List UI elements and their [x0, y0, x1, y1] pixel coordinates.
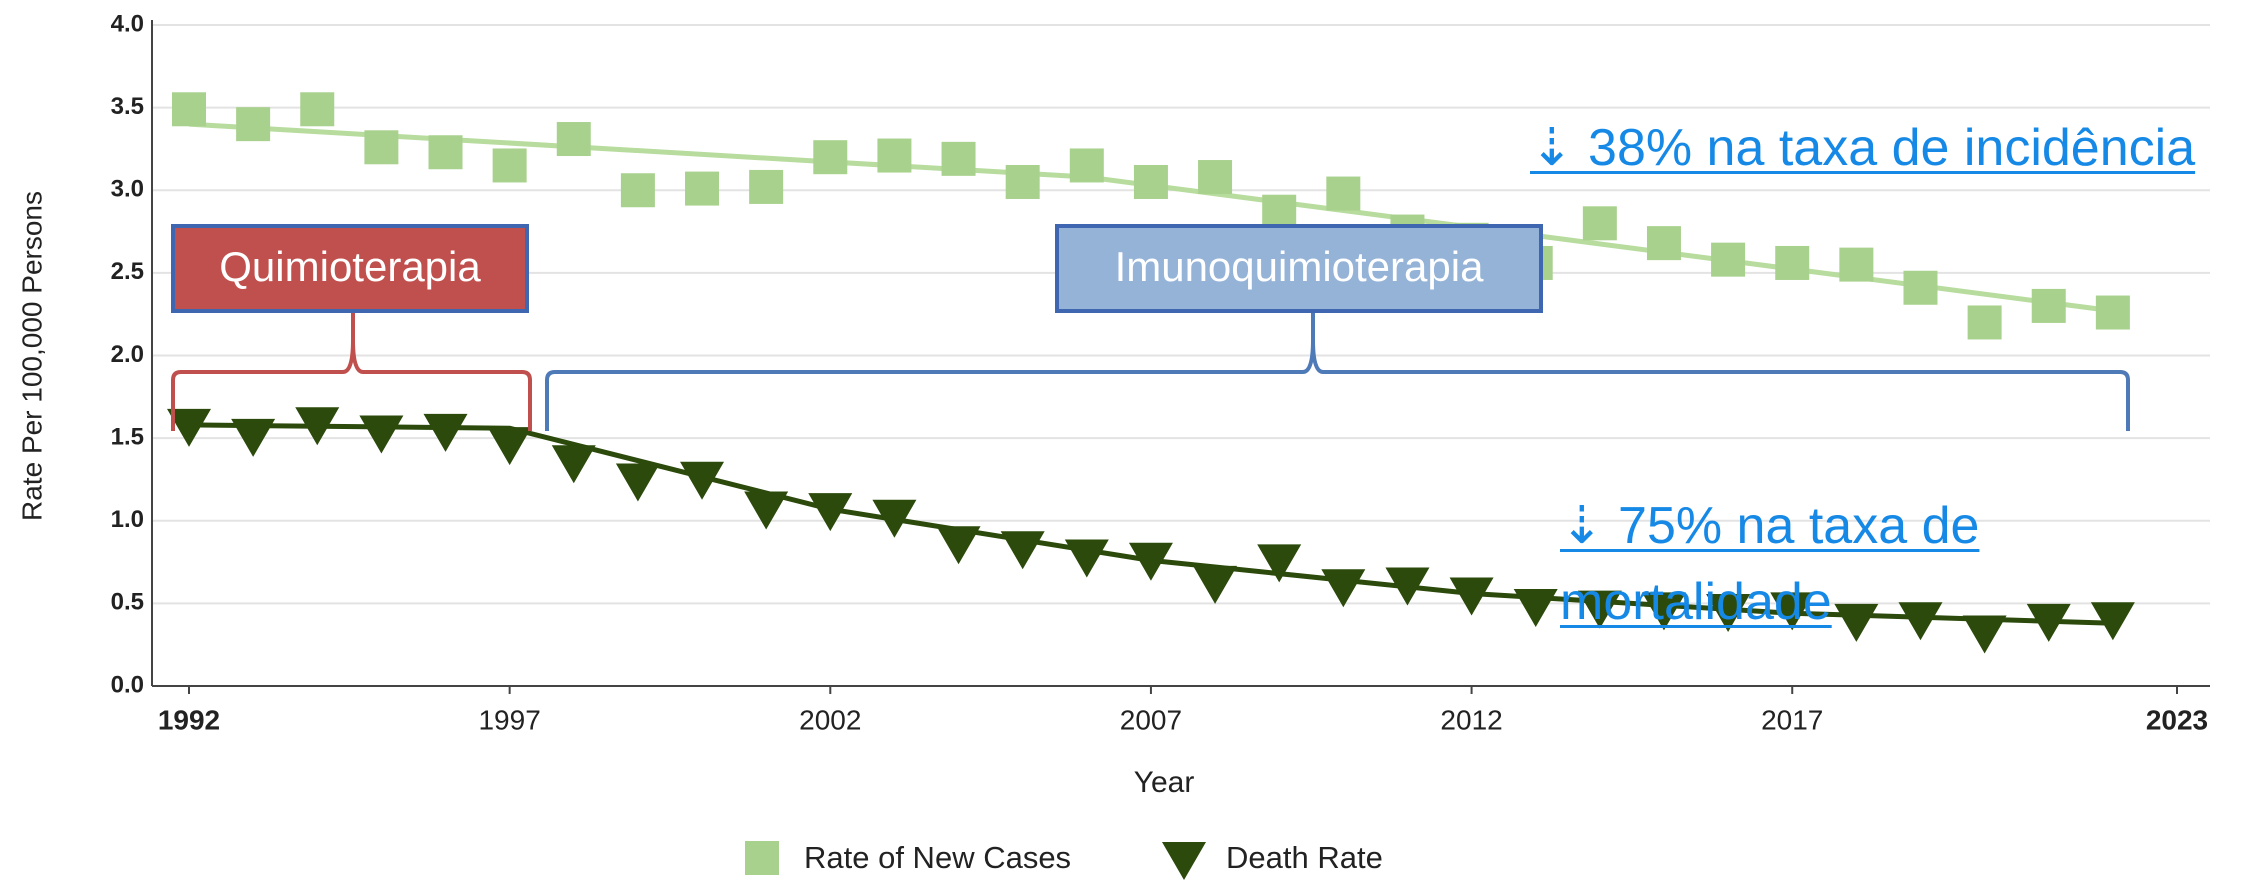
x-tick-label: 1997: [478, 704, 540, 735]
triangle-marker: [680, 461, 725, 500]
square-marker: [1775, 245, 1810, 280]
square-marker: [1903, 270, 1938, 305]
square-marker: [172, 92, 206, 127]
square-marker: [941, 141, 976, 176]
square-marker: [428, 135, 463, 170]
y-tick-label: 4.0: [111, 10, 144, 37]
y-tick-label: 1.0: [111, 506, 144, 533]
mortality-note: ⇣ 75% na taxa de mortalidade: [1560, 497, 1980, 631]
legend-label: Death Rate: [1226, 840, 1383, 875]
triangle-marker: [1385, 567, 1430, 606]
triangle-marker: [487, 427, 532, 466]
square-marker: [1711, 242, 1746, 277]
square-marker: [877, 138, 912, 173]
x-tick-label: 2023: [2146, 704, 2208, 735]
incidence-note: ⇣ 38% na taxa de incidência: [1530, 119, 2196, 177]
y-tick-label: 1.5: [111, 423, 144, 450]
square-marker: [2095, 295, 2130, 330]
square-marker: [1326, 176, 1361, 211]
triangle-marker: [872, 499, 917, 538]
triangle-marker: [1000, 531, 1045, 570]
triangle-marker: [808, 493, 853, 532]
triangle-marker: [1128, 542, 1173, 581]
square-marker: [1646, 226, 1681, 261]
square-marker: [2031, 288, 2066, 323]
x-tick-label: 1992: [158, 704, 220, 735]
square-marker: [236, 107, 271, 142]
triangle-marker: [1321, 569, 1366, 608]
y-tick-label: 2.5: [111, 258, 144, 285]
x-tick-label: 2007: [1120, 704, 1182, 735]
triangle-marker: [1834, 603, 1879, 642]
y-tick-label: 3.0: [111, 176, 144, 203]
square-marker: [813, 140, 848, 175]
square-marker: [1839, 247, 1874, 282]
triangle-marker: [1641, 592, 1686, 631]
triangle-marker: [1193, 565, 1238, 604]
chemo-label: Quimioterapia: [219, 243, 481, 290]
triangle-marker: [2090, 602, 2135, 641]
triangle-marker: [936, 526, 981, 565]
immuno-box: [1055, 224, 1543, 313]
square-marker: [745, 841, 779, 875]
chemo-box: [171, 224, 529, 313]
triangle-marker: [1577, 590, 1622, 629]
legend: Rate of New Cases Death Rate: [745, 840, 1383, 880]
triangle-marker: [167, 408, 211, 447]
square-marker: [685, 171, 720, 206]
square-marker: [1262, 194, 1297, 229]
square-marker: [300, 92, 335, 127]
triangle-marker: [1513, 589, 1558, 628]
triangle-marker: [295, 407, 340, 446]
square-marker: [1133, 164, 1168, 199]
immuno-bracket: [545, 311, 2130, 431]
triangle-marker: [1898, 602, 1943, 641]
y-tick-label: 2.0: [111, 341, 144, 368]
triangle-marker: [1770, 592, 1815, 631]
square-marker: [1069, 148, 1104, 183]
x-tick-label: 2002: [799, 704, 861, 735]
square-marker: [620, 173, 655, 208]
legend-label: Rate of New Cases: [804, 840, 1071, 875]
triangle-marker: [1257, 544, 1302, 583]
x-tick-label: 2017: [1761, 704, 1823, 735]
chemo-bracket: [171, 311, 532, 431]
x-tick-label: 2012: [1440, 704, 1502, 735]
triangle-marker: [551, 445, 596, 484]
square-marker: [1005, 164, 1040, 199]
triangle-marker: [1706, 593, 1751, 632]
square-marker: [1198, 160, 1233, 195]
brackets: [171, 311, 2130, 431]
y-tick-label: 3.5: [111, 93, 144, 120]
triangle-marker: [359, 415, 404, 454]
square-marker: [556, 122, 591, 157]
square-marker: [749, 169, 784, 204]
x-axis-title: Year: [1134, 766, 1195, 799]
triangle-marker: [744, 491, 789, 530]
triangle-marker: [231, 418, 276, 457]
square-marker: [1582, 206, 1617, 241]
triangle-marker: [1449, 577, 1494, 616]
square-marker: [492, 148, 527, 183]
triangle-marker: [2026, 603, 2071, 642]
y-tick-label: 0.0: [111, 671, 144, 698]
triangle-marker: [1162, 842, 1206, 880]
triangle-marker: [1962, 615, 2007, 654]
triangle-marker: [615, 463, 660, 502]
square-marker: [1967, 305, 2002, 340]
immuno-label: Imunoquimioterapia: [1115, 243, 1485, 290]
y-axis-title: Rate Per 100,000 Persons: [16, 191, 47, 521]
y-tick-label: 0.5: [111, 589, 144, 616]
triangle-marker: [1064, 539, 1109, 578]
triangle-marker: [423, 413, 468, 452]
square-marker: [364, 130, 399, 165]
